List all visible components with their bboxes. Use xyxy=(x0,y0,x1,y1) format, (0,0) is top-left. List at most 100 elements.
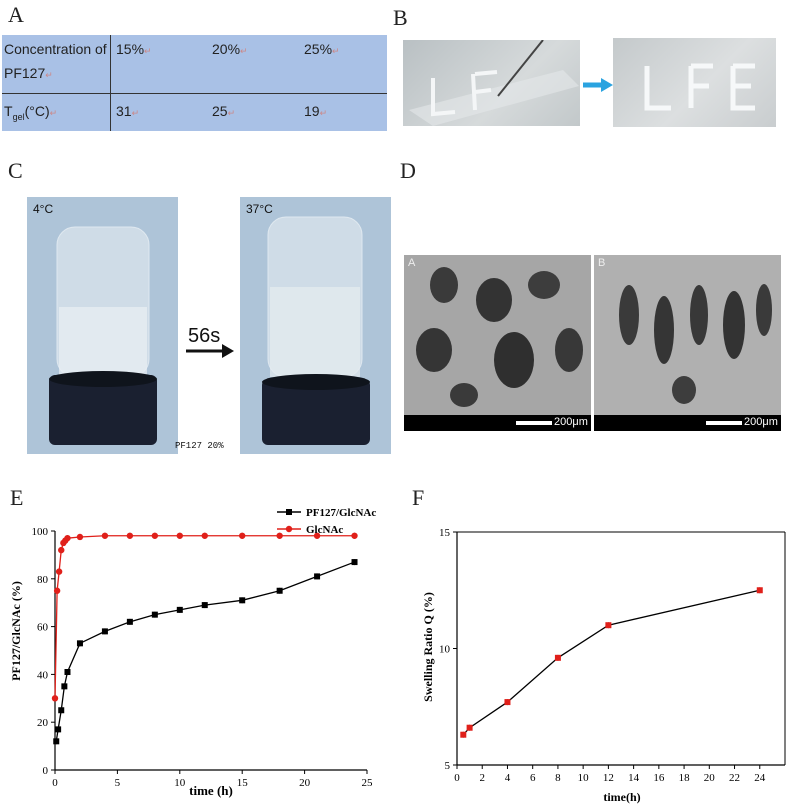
data-point xyxy=(201,532,208,539)
data-point xyxy=(176,532,183,539)
vial-image xyxy=(49,226,157,445)
data-point xyxy=(201,602,208,609)
x-tick-label: 16 xyxy=(653,772,665,784)
data-point xyxy=(314,573,321,580)
panel-label-e: E xyxy=(10,485,24,510)
x-tick-label: 15 xyxy=(237,777,249,789)
data-point xyxy=(554,654,561,661)
x-tick-label: 18 xyxy=(679,772,691,784)
panel-label-b: B xyxy=(393,5,408,30)
series-line xyxy=(55,561,355,742)
data-point xyxy=(101,628,108,635)
x-tick-label: 0 xyxy=(454,772,460,784)
temperature-label-4c: 4°C xyxy=(33,202,54,216)
data-point xyxy=(276,587,283,594)
image-tag-a: A xyxy=(408,257,416,269)
table-cell-tgel: 19↵ xyxy=(304,103,328,119)
y-tick-label: 40 xyxy=(37,669,49,681)
y-tick-label: 0 xyxy=(43,765,49,777)
y-tick-label: 20 xyxy=(37,717,49,729)
legend-marker xyxy=(285,525,293,533)
data-point xyxy=(239,532,246,539)
data-point xyxy=(239,597,246,604)
x-tick-label: 25 xyxy=(362,777,374,789)
data-point xyxy=(151,532,159,539)
data-point xyxy=(460,731,467,738)
x-tick-label: 2 xyxy=(479,772,485,784)
plot-area: 0 5 10 15 20 25 0 20 40 60 80 100 xyxy=(32,526,374,789)
data-point xyxy=(351,559,358,566)
vial-caption: PF127 20% xyxy=(175,441,224,451)
y-tick-label: 15 xyxy=(439,527,451,539)
series-line xyxy=(462,589,760,736)
x-tick-label: 14 xyxy=(628,772,640,784)
scale-bar xyxy=(706,421,742,425)
table-cell-tgel: 25↵ xyxy=(212,103,236,119)
x-tick-label: 24 xyxy=(754,772,766,784)
series-line xyxy=(54,535,355,699)
time-label-56s: 56s xyxy=(188,325,221,347)
y-tick-label: 10 xyxy=(439,644,451,656)
legend-label: PF127/GlcNAc xyxy=(306,507,376,519)
sem-image-b: 200μm B xyxy=(594,255,781,431)
x-tick-label: 8 xyxy=(555,772,561,784)
data-point xyxy=(176,606,183,613)
y-tick-label: 60 xyxy=(37,622,49,634)
table-header-of: of xyxy=(95,41,107,57)
data-point xyxy=(55,568,63,575)
scale-label: 200μm xyxy=(744,416,778,428)
data-point xyxy=(466,724,473,731)
y-axis-label: PF127/GlcNAc (%) xyxy=(9,581,23,681)
scale-label: 200μm xyxy=(554,416,588,428)
data-point xyxy=(101,532,109,539)
data-point xyxy=(151,611,158,618)
legend-label: GlcNAc xyxy=(306,524,343,536)
sem-image-a: 200μm A xyxy=(404,255,591,431)
lfe-result-photo xyxy=(613,38,776,127)
data-point xyxy=(61,683,68,690)
data-point xyxy=(351,532,358,539)
x-tick-label: 10 xyxy=(174,777,186,789)
data-point xyxy=(126,532,134,539)
x-tick-label: 20 xyxy=(299,777,311,789)
printed-letters-image xyxy=(409,40,579,126)
data-point xyxy=(58,546,65,554)
legend: PF127/GlcNAc GlcNAc xyxy=(277,507,376,536)
arrow-right-icon xyxy=(583,78,613,92)
x-tick-label: 6 xyxy=(530,772,536,784)
data-point xyxy=(51,695,59,702)
data-point xyxy=(64,534,71,542)
x-tick-label: 20 xyxy=(704,772,716,784)
data-point xyxy=(276,532,283,539)
table-divider xyxy=(2,93,387,94)
data-point xyxy=(58,707,65,714)
temperature-label-37c: 37°C xyxy=(246,202,273,216)
data-point xyxy=(76,640,83,647)
panel-label-a: A xyxy=(8,2,24,27)
data-point xyxy=(53,738,60,745)
panel-label-f: F xyxy=(412,485,425,510)
vial-photo-37c: 37°C xyxy=(240,197,391,454)
panel-label-d: D xyxy=(400,158,416,183)
y-axis-label: Swelling Ratio Q (%) xyxy=(421,592,435,702)
x-tick-label: 10 xyxy=(578,772,590,784)
sem-pores-image xyxy=(404,255,591,415)
x-tick-label: 22 xyxy=(729,772,740,784)
printing-photo xyxy=(403,40,580,126)
table-cell-concentration: 25%↵ xyxy=(304,41,340,57)
table-cell-concentration: 20%↵ xyxy=(212,41,248,57)
x-tick-label: 4 xyxy=(505,772,511,784)
x-tick-label: 5 xyxy=(115,777,121,789)
data-point xyxy=(605,622,612,629)
table-row-label-tgel: Tgel(°C)↵ xyxy=(4,103,58,122)
x-tick-label: 12 xyxy=(603,772,614,784)
data-point xyxy=(55,726,62,733)
x-axis-label: time(h) xyxy=(603,790,640,804)
data-point xyxy=(126,618,133,625)
table-header-concentration: Concentration xyxy=(4,41,92,57)
table-divider xyxy=(110,35,111,131)
y-tick-label: 80 xyxy=(37,574,49,586)
printed-letters-image xyxy=(644,63,755,111)
